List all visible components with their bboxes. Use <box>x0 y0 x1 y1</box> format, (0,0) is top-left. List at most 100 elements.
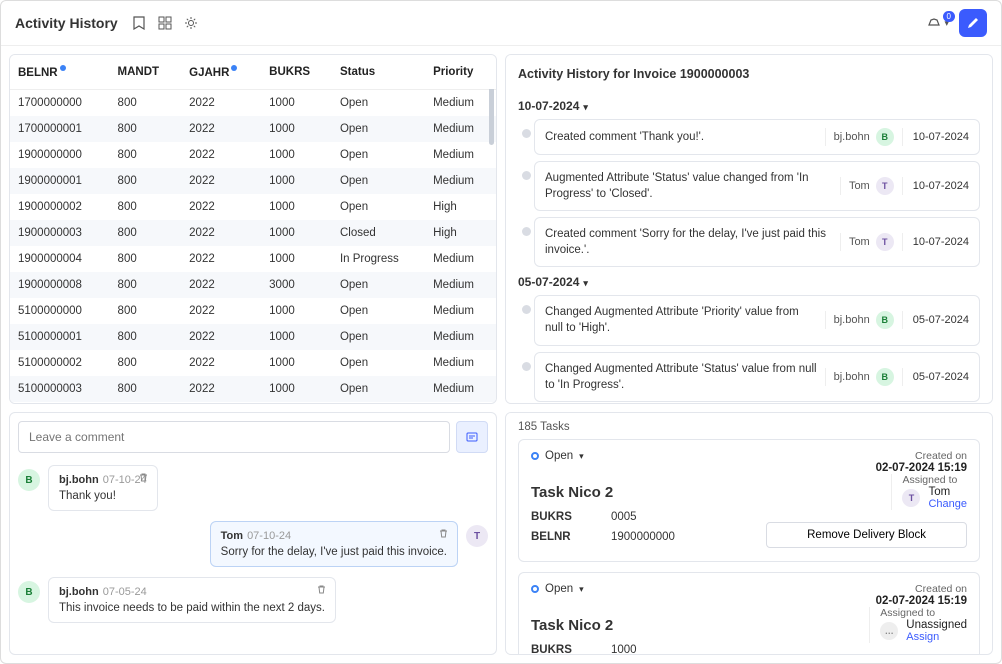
table-cell: Medium <box>425 298 496 324</box>
table-cell: 800 <box>110 272 182 298</box>
table-cell: Open <box>332 324 425 350</box>
table-cell: 5100000002 <box>10 350 110 376</box>
table-row[interactable]: 190000000080020221000OpenMedium <box>10 142 496 168</box>
table-cell: 800 <box>110 298 182 324</box>
table-row[interactable]: 510000000280020221000OpenMedium <box>10 350 496 376</box>
table-cell: 800 <box>110 142 182 168</box>
table-row[interactable]: 190000000380020221000ClosedHigh <box>10 220 496 246</box>
delete-comment-icon[interactable] <box>138 472 149 483</box>
table-row[interactable]: 170000000080020221000OpenMedium <box>10 89 496 116</box>
task-created: Created on02-07-2024 15:19 <box>876 583 967 607</box>
table-row[interactable]: 190000000180020221000OpenMedium <box>10 168 496 194</box>
column-header[interactable]: GJAHR <box>181 55 261 89</box>
comment-bubble: Tom07-10-24Sorry for the delay, I've jus… <box>210 521 458 567</box>
history-user: Tom T <box>840 177 903 195</box>
table-cell: 800 <box>110 116 182 142</box>
edit-button[interactable] <box>959 9 987 37</box>
status-dot-icon <box>531 585 539 593</box>
tasks-panel: 185 Tasks Open ▾Created on02-07-2024 15:… <box>505 412 993 655</box>
status-dot-icon <box>531 452 539 460</box>
history-date-group[interactable]: 05-07-2024 <box>518 275 980 289</box>
column-header[interactable]: BELNR <box>10 55 110 89</box>
history-date: 10-07-2024 <box>903 180 969 192</box>
comments-panel: Bbj.bohn07-10-24Thank you!Tom07-10-24Sor… <box>9 412 497 655</box>
comment-text: Sorry for the delay, I've just paid this… <box>221 546 447 558</box>
assign-link[interactable]: Change <box>928 498 967 510</box>
timeline-dot-icon <box>522 227 531 236</box>
table-cell: Open <box>332 350 425 376</box>
table-cell: 1900000003 <box>10 220 110 246</box>
table-cell: Open <box>332 142 425 168</box>
table-cell: 800 <box>110 246 182 272</box>
delete-comment-icon[interactable] <box>438 528 449 539</box>
task-status-dropdown[interactable]: Open ▾ <box>531 583 584 595</box>
timeline-dot-icon <box>522 305 531 314</box>
table-cell: 5100000003 <box>10 376 110 402</box>
table-row[interactable]: 510000000080020221000OpenMedium <box>10 298 496 324</box>
table-cell: Open <box>332 376 425 402</box>
avatar: B <box>18 581 40 603</box>
grid-icon[interactable] <box>156 14 174 32</box>
table-cell: 1700000000 <box>10 89 110 116</box>
send-comment-button[interactable] <box>456 421 488 453</box>
task-field-value: 0005 <box>611 511 637 523</box>
table-cell: 1700000001 <box>10 116 110 142</box>
delete-comment-icon[interactable] <box>316 584 327 595</box>
chevron-down-icon: ▾ <box>579 584 584 595</box>
table-cell: 2022 <box>181 402 261 403</box>
table-cell: 800 <box>110 324 182 350</box>
table-cell: 800 <box>110 376 182 402</box>
table-cell: 5100000000 <box>10 298 110 324</box>
task-field-label: BUKRS <box>531 511 611 523</box>
assign-link[interactable]: Assign <box>906 631 967 643</box>
table-cell: Open <box>332 298 425 324</box>
column-header[interactable]: MANDT <box>110 55 182 89</box>
avatar: B <box>876 311 894 329</box>
comment-input[interactable] <box>18 421 450 453</box>
history-item: Changed Augmented Attribute 'Status' val… <box>518 352 980 402</box>
column-header[interactable]: Status <box>332 55 425 89</box>
table-cell: 1000 <box>261 246 332 272</box>
table-cell: Medium <box>425 350 496 376</box>
gear-icon[interactable] <box>182 14 200 32</box>
table-cell: In Progress <box>332 246 425 272</box>
table-row[interactable]: 190000000280020221000OpenHigh <box>10 194 496 220</box>
history-panel: Activity History for Invoice 1900000003 … <box>505 54 993 404</box>
table-row[interactable]: 510000000380020221000OpenMedium <box>10 376 496 402</box>
bookmark-icon[interactable] <box>130 14 148 32</box>
history-text: Created comment 'Thank you!'. <box>545 129 825 145</box>
table-cell: 1000 <box>261 168 332 194</box>
table-cell: 1900000001 <box>10 168 110 194</box>
column-header[interactable]: Priority <box>425 55 496 89</box>
history-user: Tom T <box>840 233 903 251</box>
table-cell: 1000 <box>261 116 332 142</box>
task-card: Open ▾Created on02-07-2024 15:19Task Nic… <box>518 439 980 562</box>
scrollbar[interactable] <box>489 85 494 145</box>
table-cell: 1900000000 <box>10 142 110 168</box>
comment-text: Thank you! <box>59 490 147 502</box>
task-field-value: 1900000000 <box>611 531 675 543</box>
task-card: Open ▾Created on02-07-2024 15:19Task Nic… <box>518 572 980 655</box>
table-row[interactable]: 190000000880020223000OpenMedium <box>10 272 496 298</box>
table-row[interactable]: 510000000180020221000OpenMedium <box>10 324 496 350</box>
table-cell: 800 <box>110 402 182 403</box>
task-action-button[interactable]: Remove Delivery Block <box>766 522 967 548</box>
table-cell: 2022 <box>181 220 261 246</box>
invoice-table: BELNRMANDTGJAHRBUKRSStatusPriority 17000… <box>10 55 496 403</box>
task-assigned: Assigned toTTomChange <box>891 474 967 510</box>
notification-icon[interactable]: 0 ▾ <box>926 15 949 31</box>
table-row[interactable]: 510000000480020221000OpenMedium <box>10 402 496 403</box>
task-status-dropdown[interactable]: Open ▾ <box>531 450 584 462</box>
table-cell: 2022 <box>181 246 261 272</box>
history-item: Created comment 'Thank you!'.bj.bohn B10… <box>518 119 980 155</box>
table-row[interactable]: 170000000180020221000OpenMedium <box>10 116 496 142</box>
table-row[interactable]: 190000000480020221000In ProgressMedium <box>10 246 496 272</box>
page-title: Activity History <box>15 15 118 31</box>
table-cell: 800 <box>110 220 182 246</box>
column-header[interactable]: BUKRS <box>261 55 332 89</box>
table-cell: 1000 <box>261 142 332 168</box>
table-cell: 800 <box>110 168 182 194</box>
history-date-group[interactable]: 10-07-2024 <box>518 99 980 113</box>
timeline-dot-icon <box>522 129 531 138</box>
comment-row: Tom07-10-24Sorry for the delay, I've jus… <box>18 521 488 567</box>
